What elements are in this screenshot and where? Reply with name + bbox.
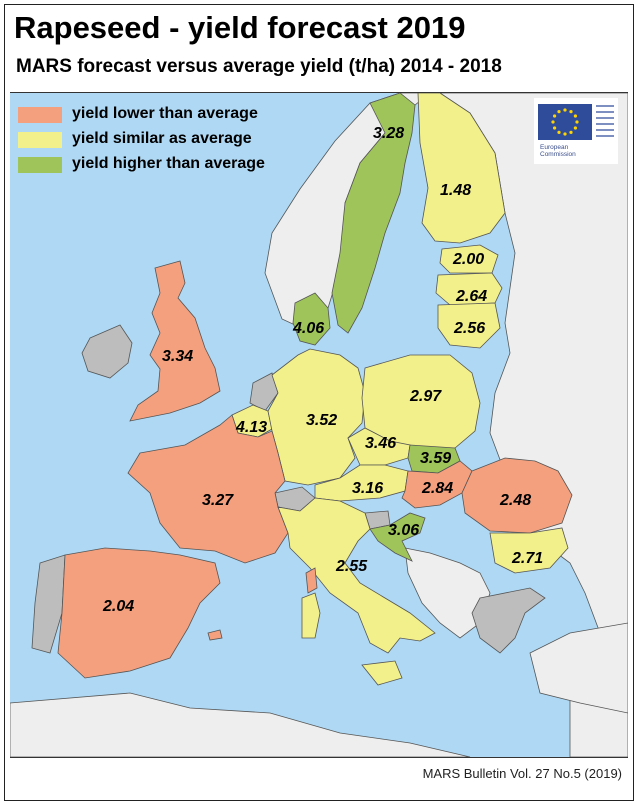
label-france: 3.27	[202, 492, 234, 509]
land-africa	[10, 692, 471, 757]
country-sicily	[361, 660, 403, 686]
label-czechia: 3.46	[365, 435, 396, 452]
country-sweden	[331, 93, 416, 334]
eu-star	[573, 114, 577, 118]
country-hungary	[401, 460, 473, 509]
label-sweden: 3.28	[373, 125, 404, 142]
label-croatia: 3.06	[388, 522, 419, 539]
legend-label-similar: yield similar as average	[72, 130, 252, 147]
label-slovakia: 3.59	[420, 450, 451, 467]
label-denmark: 4.06	[292, 320, 324, 337]
country-italy	[277, 497, 436, 654]
map-title: Rapeseed - yield forecast 2019	[14, 10, 466, 45]
country-france	[127, 414, 289, 564]
eu-star	[569, 130, 573, 134]
label-hungary: 2.84	[421, 480, 453, 497]
country-netherlands	[249, 372, 279, 412]
label-latvia: 2.64	[455, 288, 487, 305]
europe-map: 3.28 1.48 2.00 2.64 2.56 4.06 3.34 4.13 …	[10, 93, 628, 757]
label-bulgaria: 2.71	[511, 550, 543, 567]
label-poland: 2.97	[409, 388, 442, 405]
label-belgium: 4.13	[235, 419, 267, 436]
country-poland	[361, 354, 481, 454]
country-sardinia	[301, 592, 321, 639]
eu-star	[553, 114, 557, 118]
eu-star	[551, 120, 555, 124]
label-spain: 2.04	[102, 598, 134, 615]
country-denmark	[292, 292, 331, 346]
logo-building-lines	[596, 105, 614, 137]
label-estonia: 2.00	[452, 251, 484, 268]
country-bulgaria	[489, 527, 569, 574]
logo-line-1: European	[540, 144, 569, 151]
country-corsica	[305, 567, 318, 594]
country-finland	[417, 93, 506, 244]
country-germany	[267, 348, 366, 486]
european-commission-logo: European Commission	[534, 98, 618, 164]
label-austria: 3.16	[352, 480, 383, 497]
country-croatia	[369, 512, 426, 562]
eu-star	[563, 132, 567, 136]
map-area: 3.28 1.48 2.00 2.64 2.56 4.06 3.34 4.13 …	[10, 92, 628, 758]
label-romania: 2.48	[499, 492, 531, 509]
map-subtitle: MARS forecast versus average yield (t/ha…	[16, 56, 502, 77]
legend-swatch-lower	[18, 107, 62, 123]
land-turkey	[529, 622, 628, 714]
footer-citation: MARS Bulletin Vol. 27 No.5 (2019)	[422, 766, 622, 781]
eu-stars	[551, 108, 579, 136]
country-balearics	[207, 629, 223, 641]
eu-star	[573, 126, 577, 130]
country-spain	[57, 547, 221, 679]
logo-text: European Commission	[540, 144, 576, 158]
eu-star	[557, 110, 561, 114]
label-germany: 3.52	[306, 412, 337, 429]
legend-swatch-similar	[18, 132, 62, 148]
country-uk	[129, 260, 221, 422]
country-romania	[461, 457, 573, 534]
label-italy: 2.55	[335, 558, 368, 575]
eu-star	[557, 130, 561, 134]
legend-swatch-higher	[18, 157, 62, 173]
country-greece	[471, 587, 546, 654]
eu-star	[563, 108, 567, 112]
country-ireland	[81, 324, 133, 379]
eu-flag-icon	[538, 104, 614, 140]
legend-label-higher: yield higher than average	[72, 155, 265, 172]
country-lithuania	[437, 302, 501, 349]
eu-star	[575, 120, 579, 124]
label-lithuania: 2.56	[453, 320, 485, 337]
label-uk: 3.34	[162, 348, 193, 365]
legend-label-lower: yield lower than average	[72, 105, 258, 122]
label-finland: 1.48	[440, 182, 471, 199]
eu-star	[569, 110, 573, 114]
logo-line-2: Commission	[540, 151, 576, 158]
eu-star	[553, 126, 557, 130]
